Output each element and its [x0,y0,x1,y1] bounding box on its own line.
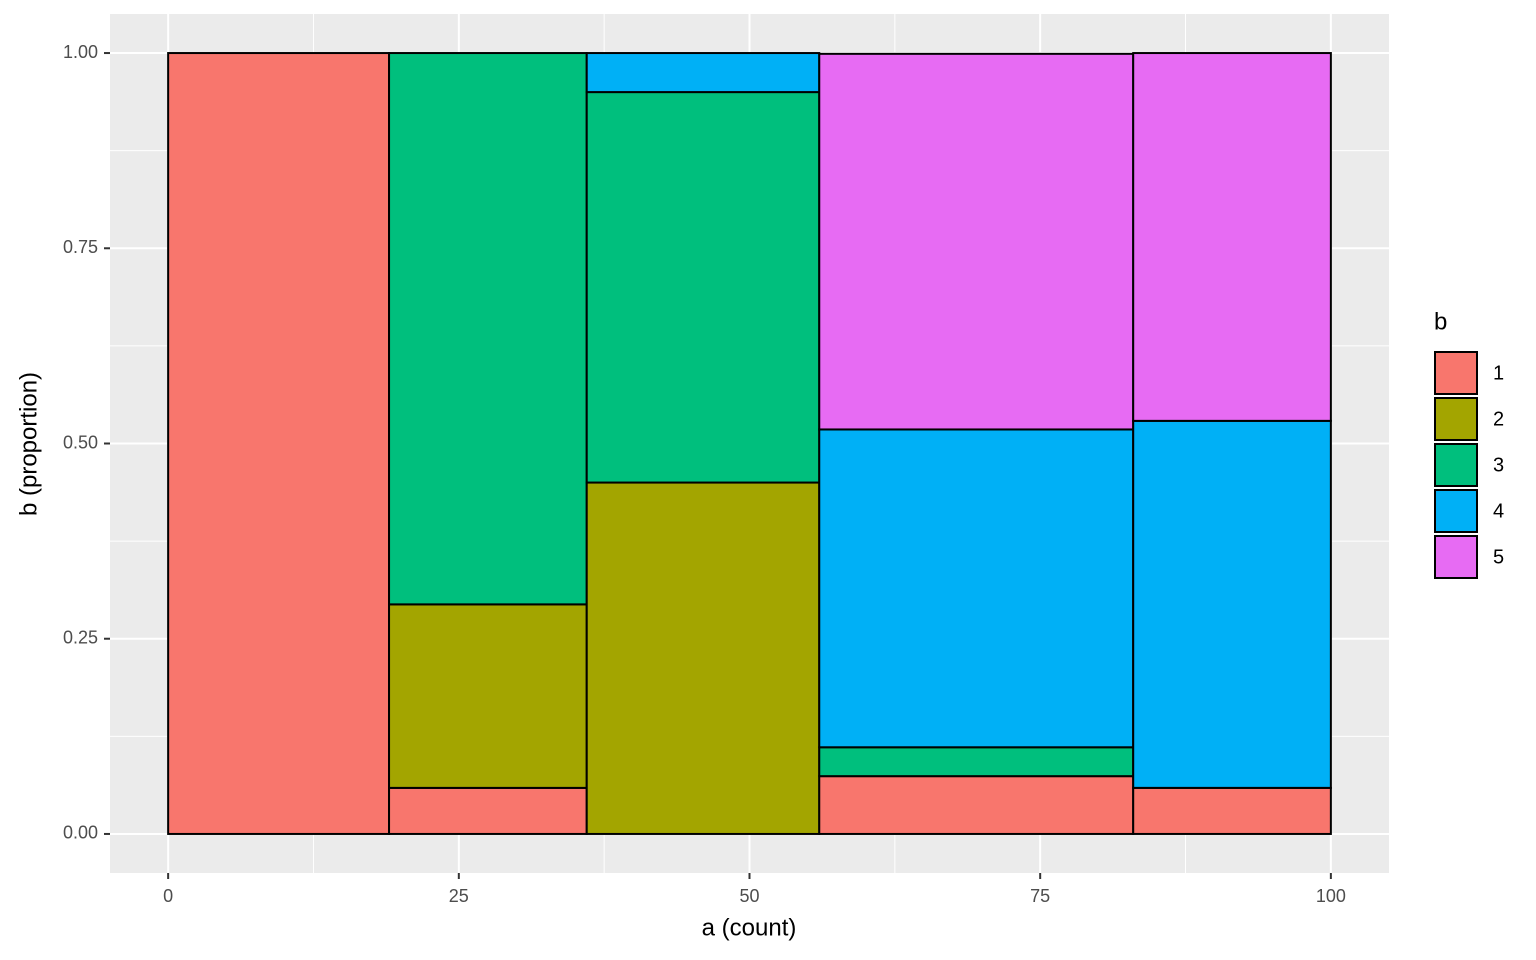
mosaic-tile [1132,52,1332,422]
x-tick-label: 50 [739,886,759,906]
y-tick-label: 0.50 [63,432,98,452]
legend-swatch [1434,489,1478,533]
x-tick-label: 100 [1316,886,1346,906]
mosaic-tile [585,481,821,835]
x-tick-label: 75 [1030,886,1050,906]
legend-swatch [1434,397,1478,441]
legend-swatch [1434,443,1478,487]
legend-label: 4 [1493,500,1504,522]
mosaic-tile [818,52,1135,431]
mosaic-tile [388,786,588,835]
y-tick-label: 0.25 [63,627,98,647]
y-tick-label: 0.75 [63,237,98,257]
legend-label: 5 [1493,546,1504,568]
y-axis-title: b (proportion) [15,372,42,516]
legend-label: 1 [1493,362,1504,384]
legend-label: 2 [1493,408,1504,430]
x-tick-label: 0 [163,886,173,906]
legend-swatch [1434,351,1478,395]
x-axis-title: a (count) [702,914,797,941]
mosaic-tile [585,91,821,484]
mosaic-tile [388,52,588,606]
mosaic-tile [1132,786,1332,835]
mosaic-tile [818,746,1135,778]
mosaic-tile [818,428,1135,749]
mosaic-tile [1132,419,1332,789]
y-tick-label: 0.00 [63,823,98,843]
y-tick-label: 1.00 [63,42,98,62]
legend-swatch [1434,535,1478,579]
mosaic-tile [818,775,1135,835]
legend-title: b [1434,308,1447,335]
mosaic-tile [388,603,588,789]
mosaic-tile [585,52,821,94]
legend-label: 3 [1493,454,1504,476]
x-tick-label: 25 [449,886,469,906]
mosaic-tile [167,52,391,835]
